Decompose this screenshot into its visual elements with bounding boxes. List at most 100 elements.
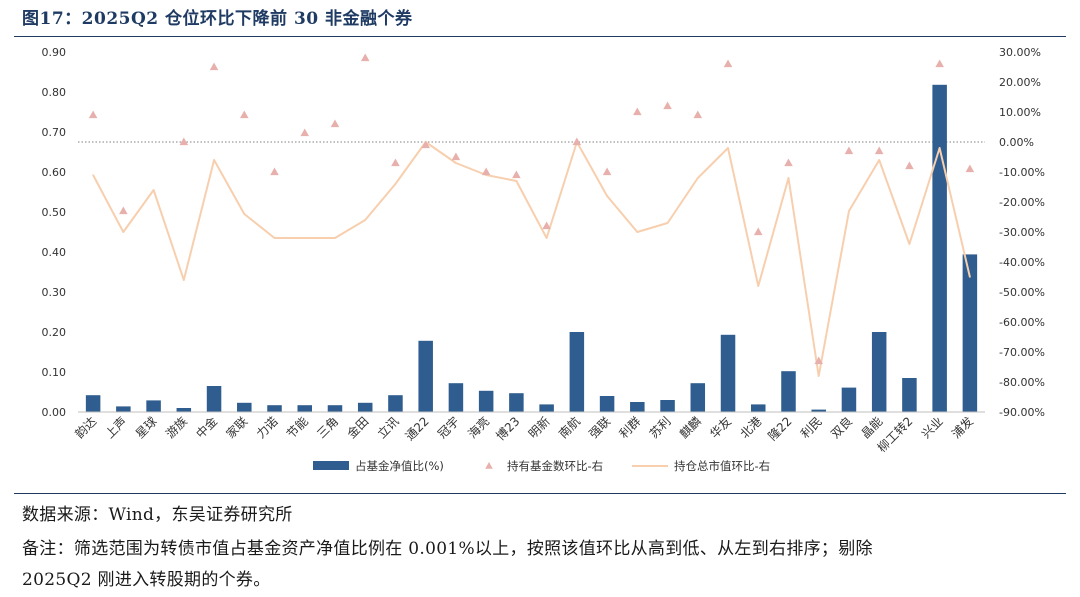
bar-北港 [750, 404, 766, 412]
bar-上声 [116, 406, 131, 412]
x-tick-label: 冠宇 [435, 414, 462, 441]
x-tick-label: 利民 [798, 414, 825, 441]
y-right-tick-label: 30.00% [999, 46, 1041, 59]
line-point-星球 [152, 189, 155, 191]
bar-麒麟 [690, 383, 706, 412]
fund-count-marker-节能 [300, 128, 310, 137]
line-point-节能 [303, 237, 306, 239]
x-tick-label: 晶能 [858, 414, 885, 441]
bar-冠宇 [448, 383, 464, 412]
legend-marker-swatch [485, 462, 493, 469]
remark-line-1: 备注：筛选范围为转债市值占基金资产净值比例在 0.001%以上，按照该值环比从高… [22, 539, 873, 559]
legend: 占基金净值比(%) 持有基金数环比-右 持仓总市值环比-右 [313, 459, 770, 473]
bar-晶能 [871, 332, 887, 412]
y-right-tick-label: -50.00% [999, 286, 1045, 299]
line-point-强联 [606, 195, 608, 197]
x-tick-label: 立讯 [374, 414, 402, 442]
fund-count-marker-海亮 [481, 167, 491, 176]
chart: 0.00 0.10 0.20 0.30 0.40 0.50 0.60 0.70 0.80 0.90… [42, 46, 1045, 473]
bar-苏利 [660, 400, 675, 412]
y-right-tick-label: 0.00% [999, 136, 1034, 149]
fund-count-marker-隆22 [784, 158, 793, 167]
bar-家联 [237, 402, 252, 412]
x-tick-label: 双良 [827, 414, 855, 442]
line-point-金田 [364, 219, 367, 221]
bar-博23 [509, 393, 524, 412]
x-tick-label: 节能 [284, 414, 311, 441]
source-rule [14, 493, 1066, 494]
line-point-浦发 [969, 276, 971, 278]
x-tick-label: 博23 [493, 414, 523, 444]
line-series-layer [92, 141, 971, 377]
line-point-利群 [636, 231, 639, 233]
line-point-游族 [183, 279, 185, 281]
y-right-tick-label: -90.00% [999, 406, 1045, 419]
fund-count-marker-双良 [844, 146, 854, 155]
x-tick-label: 力诺 [254, 414, 281, 441]
bar-华友 [720, 334, 736, 412]
bar-韵达 [85, 395, 101, 412]
x-tick-label: 麒麟 [676, 414, 704, 442]
line-point-三角 [334, 237, 336, 239]
fund-count-marker-博23 [512, 170, 521, 179]
bar-双良 [841, 387, 857, 412]
fund-count-marker-晶能 [874, 146, 884, 155]
fund-count-marker-中金 [209, 62, 219, 71]
bar-明新 [539, 404, 554, 412]
bar-浦发 [962, 254, 978, 412]
x-tick-label: 北港 [737, 414, 764, 441]
y-right-tick-label: -80.00% [999, 376, 1045, 389]
bar-通22 [418, 340, 433, 412]
x-tick-label: 家联 [223, 414, 251, 442]
fund-count-marker-立讯 [391, 158, 400, 167]
bar-隆22 [781, 371, 796, 412]
y-right-tick-label: -10.00% [999, 166, 1045, 179]
line-point-北港 [757, 285, 760, 287]
x-tick-label: 中金 [193, 414, 221, 442]
line-point-中金 [213, 159, 215, 161]
y-right-tick-label: -60.00% [999, 316, 1045, 329]
line-point-苏利 [666, 222, 669, 224]
fund-count-marker-强联 [602, 167, 612, 176]
y-right-tick-label: 20.00% [999, 76, 1041, 89]
remark-line-2: 2025Q2 刚进入转股期的个券。 [22, 570, 271, 590]
legend-bar-label: 占基金净值比(%) [355, 459, 444, 473]
fund-count-marker-通22 [421, 140, 430, 149]
legend-line-label: 持仓总市值环比-右 [674, 459, 770, 473]
fund-count-marker-韵达 [88, 110, 98, 119]
bar-兴业 [932, 84, 947, 413]
line-point-兴业 [938, 147, 941, 149]
fund-count-marker-力诺 [270, 167, 279, 176]
x-tick-label: 隆22 [765, 414, 795, 444]
bar-强联 [599, 396, 615, 412]
fund-count-marker-北港 [753, 227, 763, 236]
fund-count-marker-兴业 [935, 59, 944, 68]
fund-count-marker-金田 [360, 53, 370, 62]
x-tick-label: 浦发 [948, 414, 976, 442]
bar-利民 [811, 409, 826, 412]
x-tick-label: 韵达 [72, 414, 100, 442]
y-left-tick-label: 0.20 [42, 326, 67, 339]
x-tick-label: 海亮 [465, 414, 493, 442]
line-point-立讯 [394, 183, 397, 185]
x-tick-label: 华友 [707, 414, 734, 441]
bar-三角 [327, 405, 343, 412]
x-tick-label: 金田 [344, 414, 372, 442]
x-tick-label: 明新 [525, 414, 553, 442]
line-point-明新 [545, 237, 548, 239]
x-tick-label: 三角 [314, 414, 341, 441]
line-point-双良 [848, 210, 850, 212]
line-point-力诺 [273, 237, 276, 239]
line-point-家联 [243, 213, 246, 215]
x-tick-label: 星球 [133, 414, 160, 441]
bar-立讯 [388, 395, 403, 412]
line-point-韵达 [92, 174, 94, 176]
x-tick-label: 苏利 [647, 414, 674, 441]
fund-count-marker-利群 [633, 107, 642, 116]
fund-count-marker-游族 [179, 137, 189, 146]
bar-中金 [206, 386, 222, 412]
bar-海亮 [478, 390, 494, 412]
x-tick-label: 利群 [617, 414, 644, 441]
bar-柳工转2 [902, 378, 917, 412]
y-right-tick-label: 10.00% [999, 106, 1041, 119]
